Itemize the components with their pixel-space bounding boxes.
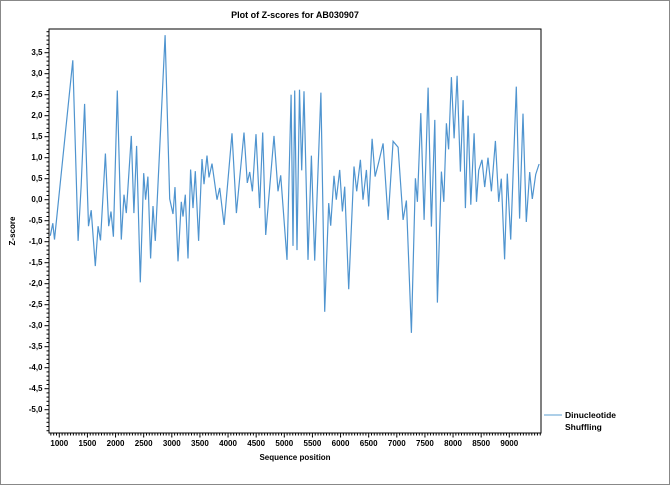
y-tick-label: 0,0 (31, 195, 43, 204)
y-tick-label: -3,5 (29, 342, 43, 351)
y-axis-tick-labels: 3,5 3,0 2,5 2,0 1,5 1,0 0,5 0,0 -0,5 -1,0 -1,5 -2,0… (29, 48, 43, 414)
y-tick-label: 2,5 (31, 90, 43, 99)
y-tick-label: 1,0 (31, 153, 43, 162)
y-tick-label: -1,0 (29, 237, 43, 246)
y-axis-ticks (44, 31, 49, 432)
x-tick-label: 4000 (219, 439, 237, 448)
legend-label-line1: Dinucleotide (565, 410, 616, 420)
y-tick-label: 3,5 (31, 48, 43, 57)
x-axis-ticks (50, 433, 541, 438)
x-tick-label: 3500 (191, 439, 209, 448)
y-tick-label: 2,0 (31, 111, 43, 120)
y-tick-label: 1,5 (31, 132, 43, 141)
y-axis-title: Z-score (8, 216, 17, 245)
y-tick-label: 3,0 (31, 69, 43, 78)
y-tick-label: -5,0 (29, 405, 43, 414)
x-tick-label: 8500 (472, 439, 490, 448)
y-tick-label: -2,0 (29, 279, 43, 288)
y-tick-label: -3,0 (29, 321, 43, 330)
x-tick-label: 6000 (332, 439, 350, 448)
y-tick-label: -0,5 (29, 216, 43, 225)
x-tick-label: 7000 (388, 439, 406, 448)
x-tick-label: 5000 (275, 439, 293, 448)
y-tick-label: 0,5 (31, 174, 43, 183)
x-axis-title: Sequence position (259, 453, 330, 462)
y-tick-label: -2,5 (29, 300, 43, 309)
y-tick-label: -1,5 (29, 258, 43, 267)
x-tick-label: 2000 (107, 439, 125, 448)
x-tick-label: 8000 (444, 439, 462, 448)
plot-area-frame (48, 28, 542, 434)
x-tick-label: 6500 (360, 439, 378, 448)
legend: Dinucleotide Shuffling (544, 410, 616, 432)
x-tick-label: 5500 (304, 439, 322, 448)
x-tick-label: 9000 (500, 439, 518, 448)
x-tick-label: 1000 (50, 439, 68, 448)
legend-label-line2: Shuffling (565, 422, 602, 432)
y-tick-label: -4,0 (29, 363, 43, 372)
x-tick-label: 2500 (135, 439, 153, 448)
x-tick-label: 4500 (247, 439, 265, 448)
y-tick-label: -4,5 (29, 384, 43, 393)
x-tick-label: 7500 (416, 439, 434, 448)
zscore-series-line (49, 35, 540, 333)
x-tick-label: 3000 (163, 439, 181, 448)
x-axis-tick-labels: 1000 1500 2000 2500 3000 3500 4000 4500 5000 5500… (50, 439, 518, 448)
chart-title: Plot of Z-scores for AB030907 (231, 10, 359, 20)
x-tick-label: 1500 (79, 439, 97, 448)
